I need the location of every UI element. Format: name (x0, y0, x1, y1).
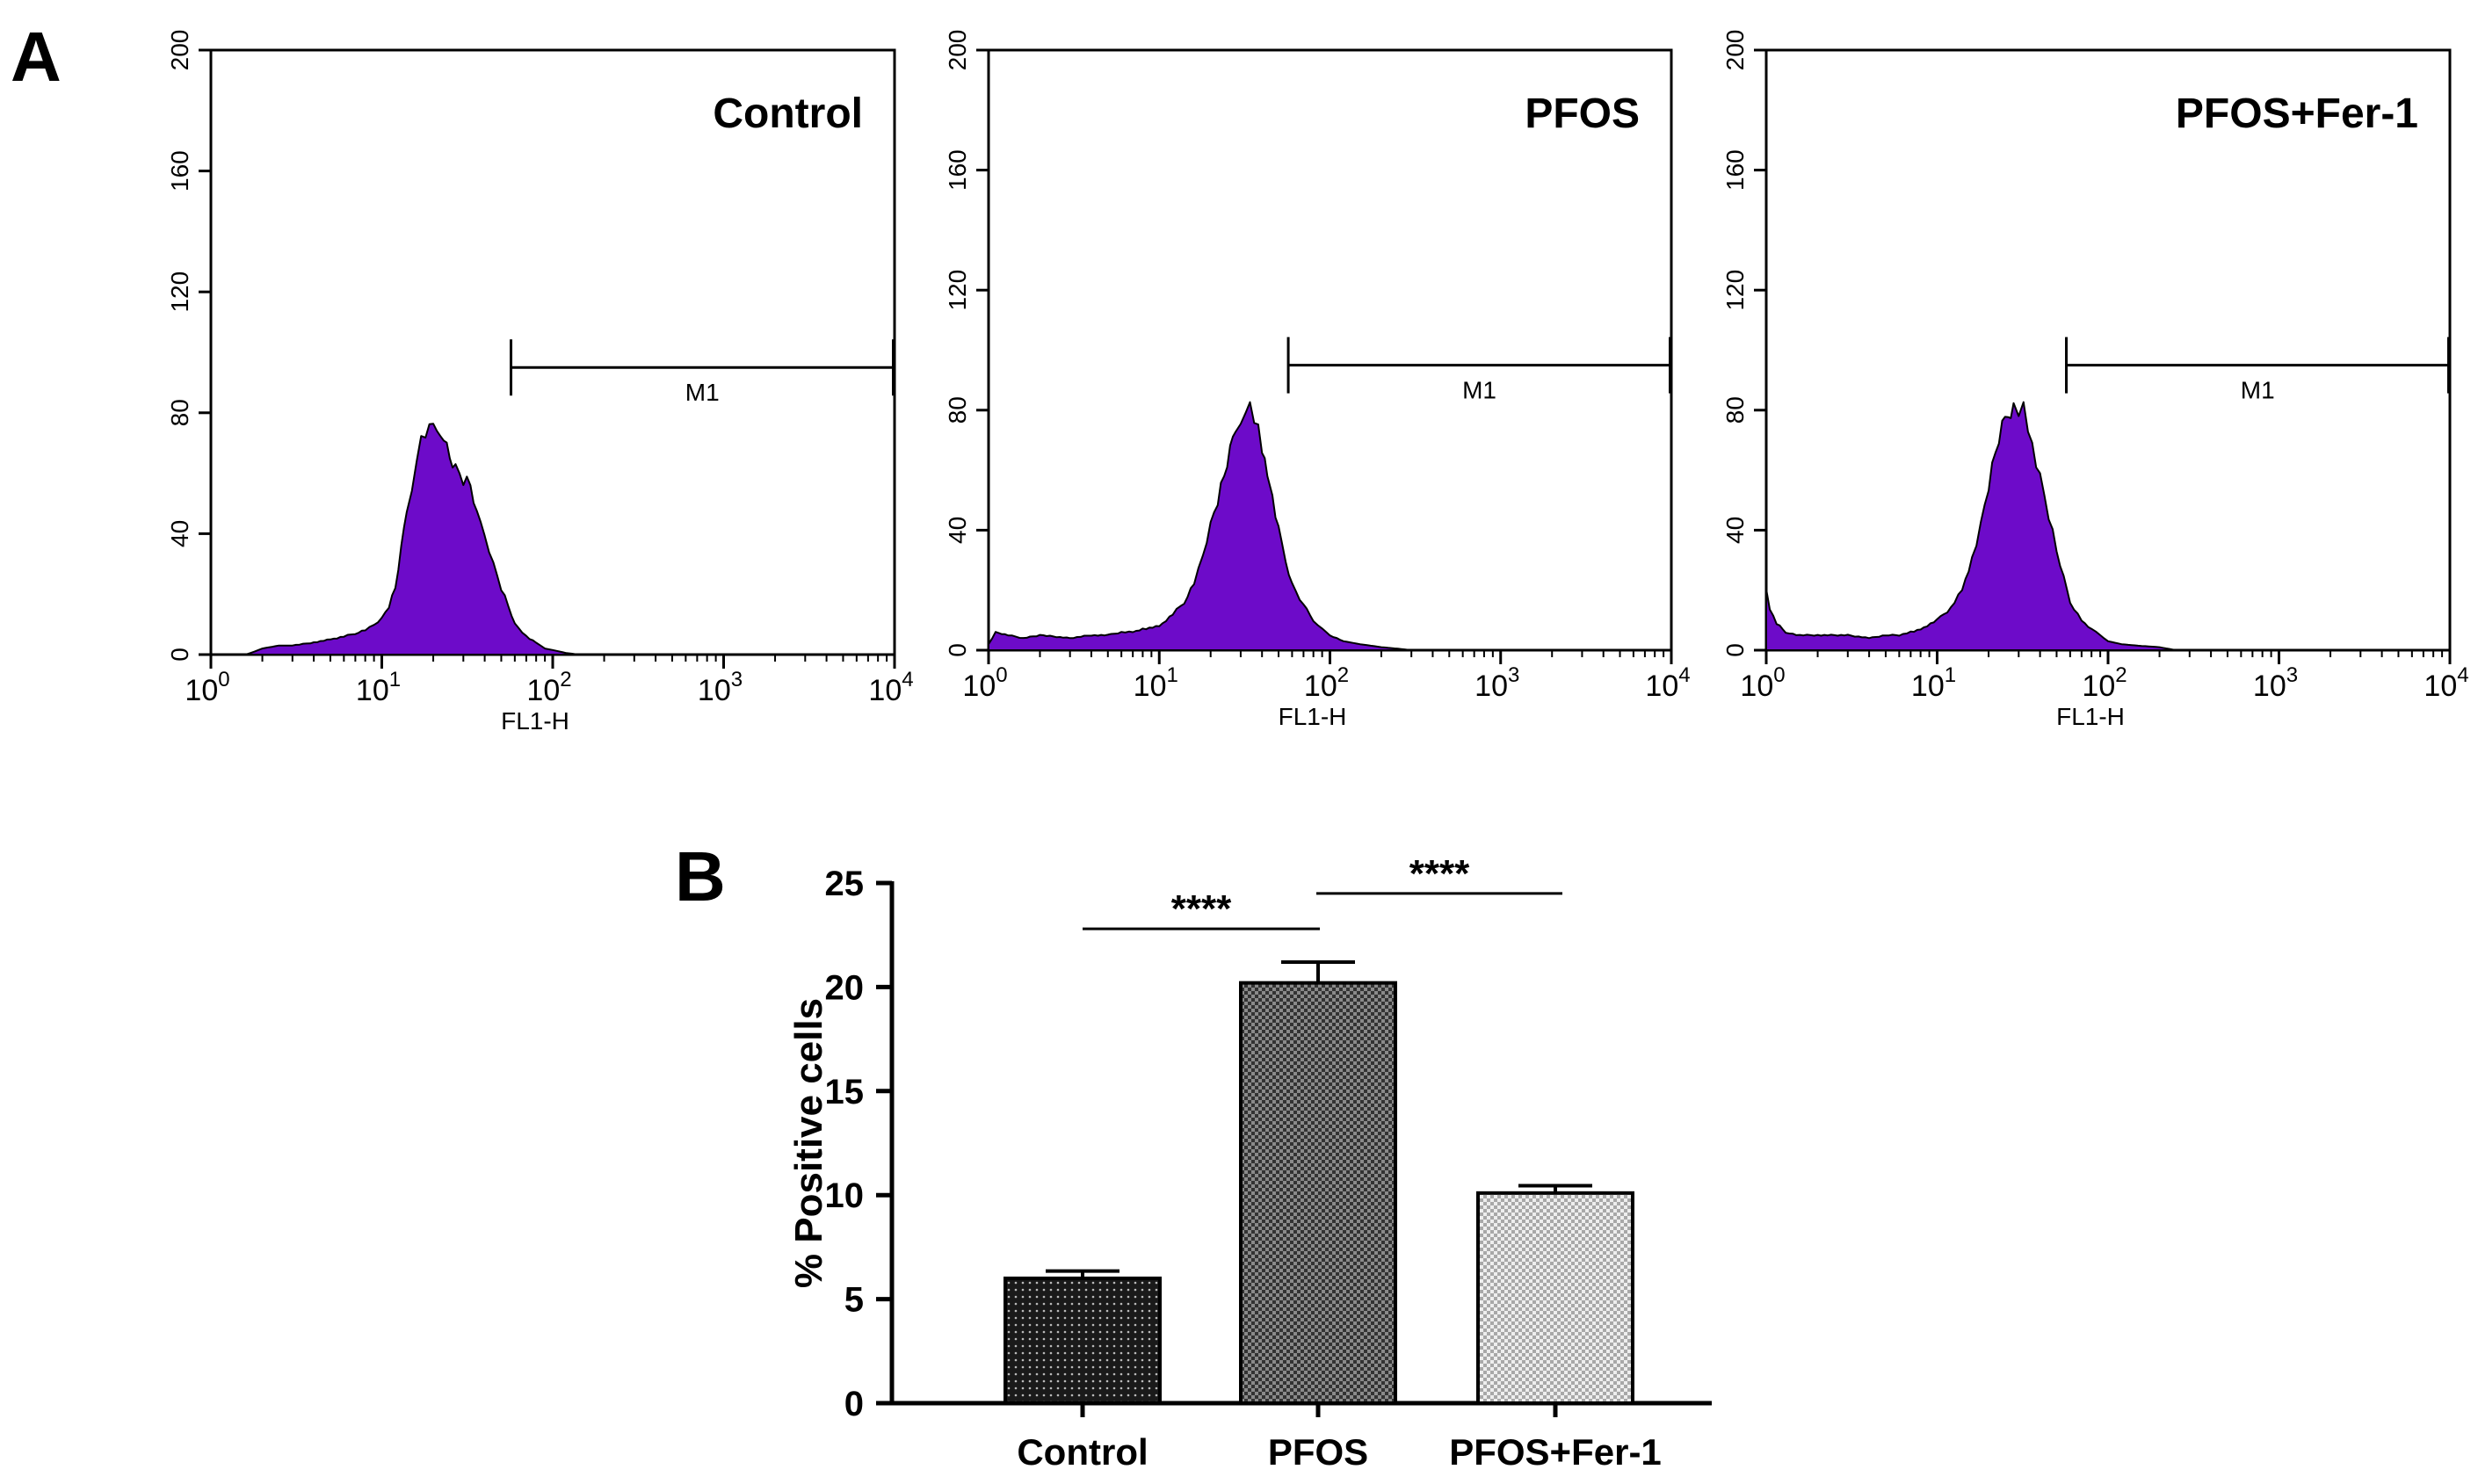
x-tick-base: 10 (1645, 670, 1678, 703)
x-tick-exponent: 0 (996, 663, 1007, 687)
x-tick-exponent: 1 (1945, 663, 1956, 687)
x-tick-label: 102 (1304, 663, 1349, 703)
y-tick-label: 15 (825, 1073, 865, 1111)
x-tick-label: PFOS+Fer-1 (1449, 1431, 1662, 1473)
y-tick-label: 5 (844, 1281, 864, 1320)
x-tick-base: 10 (1911, 670, 1945, 703)
y-tick-label: 160 (1721, 149, 1749, 191)
x-tick-base: 10 (1304, 670, 1337, 703)
significance-label: **** (1171, 887, 1232, 930)
x-tick-label: 103 (1474, 663, 1519, 703)
x-tick-label: 100 (185, 668, 229, 707)
gate-label: M1 (2241, 377, 2275, 404)
x-tick-label: 100 (962, 663, 1007, 703)
x-tick-exponent: 0 (1773, 663, 1785, 687)
x-tick-base: 10 (1134, 670, 1167, 703)
panel-title: PFOS (1525, 90, 1640, 137)
panel-title: PFOS+Fer-1 (2176, 90, 2418, 137)
x-tick-label: 101 (356, 668, 401, 707)
x-tick-exponent: 1 (1166, 663, 1177, 687)
y-tick-label: 120 (944, 270, 971, 311)
gate-label: M1 (1462, 377, 1496, 404)
x-tick-label: 101 (1134, 663, 1178, 703)
panel-title: Control (713, 90, 863, 137)
x-tick-base: 10 (1740, 670, 1773, 703)
x-tick-base: 10 (2424, 670, 2457, 703)
y-tick-label: 200 (944, 30, 971, 71)
x-tick-exponent: 3 (2286, 663, 2298, 687)
x-tick-base: 10 (356, 674, 389, 707)
y-tick-label: 0 (944, 643, 971, 657)
y-tick-label: 80 (1721, 396, 1749, 423)
x-tick-exponent: 4 (1678, 663, 1690, 687)
x-tick-exponent: 4 (2457, 663, 2468, 687)
gate-label: M1 (685, 379, 720, 406)
y-tick-label: 0 (844, 1385, 864, 1423)
y-tick-label: 200 (1721, 30, 1749, 71)
x-tick-exponent: 4 (902, 668, 913, 691)
x-tick-label: 104 (868, 668, 913, 707)
y-tick-label: 25 (825, 865, 865, 903)
x-tick-base: 10 (2082, 670, 2115, 703)
x-tick-label: 104 (1645, 663, 1690, 703)
panel-a-label: A (11, 18, 62, 96)
y-tick-label: 10 (825, 1176, 865, 1215)
x-tick-base: 10 (526, 674, 560, 707)
x-tick-base: 10 (2253, 670, 2286, 703)
y-tick-label: 80 (166, 399, 193, 426)
y-tick-label: 160 (944, 149, 971, 191)
x-tick-label: 104 (2424, 663, 2468, 703)
y-tick-label: 20 (825, 968, 865, 1007)
y-tick-label: 200 (166, 30, 193, 71)
x-tick-exponent: 3 (1508, 663, 1519, 687)
bar-control (1004, 1276, 1162, 1406)
x-tick-label: Control (1017, 1431, 1148, 1473)
x-tick-label: 103 (2253, 663, 2298, 703)
y-tick-label: 80 (944, 396, 971, 423)
x-tick-base: 10 (868, 674, 902, 707)
y-tick-label: 120 (1721, 270, 1749, 311)
y-tick-label: 40 (166, 520, 193, 547)
x-axis-label: FL1-H (2056, 703, 2125, 730)
bar-pfos-fer-1 (1476, 1191, 1634, 1406)
x-tick-base: 10 (962, 670, 996, 703)
x-tick-label: 100 (1740, 663, 1785, 703)
x-axis-label: FL1-H (1279, 703, 1347, 730)
x-tick-label: 102 (2082, 663, 2127, 703)
y-tick-label: 120 (166, 271, 193, 313)
x-tick-base: 10 (698, 674, 731, 707)
x-tick-exponent: 2 (560, 668, 571, 691)
x-tick-exponent: 2 (1337, 663, 1349, 687)
bar-chart-panel: 0 5 10 15 20 25 % Positive cells Control PFOS PFO… (787, 852, 1712, 1473)
y-tick-label: 40 (944, 517, 971, 544)
x-tick-label: 103 (698, 668, 743, 707)
x-tick-base: 10 (185, 674, 218, 707)
y-tick-label: 0 (1721, 643, 1749, 657)
x-tick-exponent: 3 (731, 668, 743, 691)
x-tick-exponent: 2 (2115, 663, 2127, 687)
x-tick-base: 10 (1474, 670, 1508, 703)
x-tick-exponent: 0 (218, 668, 229, 691)
y-tick-label: 40 (1721, 517, 1749, 544)
x-tick-exponent: 1 (389, 668, 401, 691)
significance-label: **** (1409, 852, 1470, 895)
bar-pfos (1239, 981, 1397, 1405)
x-tick-label: PFOS (1268, 1431, 1368, 1473)
x-axis-label: FL1-H (501, 707, 569, 735)
panel-b-label: B (675, 837, 726, 916)
y-tick-label: 160 (166, 150, 193, 192)
y-axis-label: % Positive cells (787, 998, 830, 1288)
y-tick-label: 0 (166, 648, 193, 662)
x-tick-label: 101 (1911, 663, 1956, 703)
x-tick-label: 102 (526, 668, 571, 707)
